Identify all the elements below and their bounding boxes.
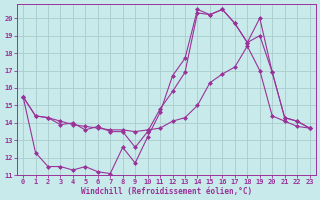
- X-axis label: Windchill (Refroidissement éolien,°C): Windchill (Refroidissement éolien,°C): [81, 187, 252, 196]
